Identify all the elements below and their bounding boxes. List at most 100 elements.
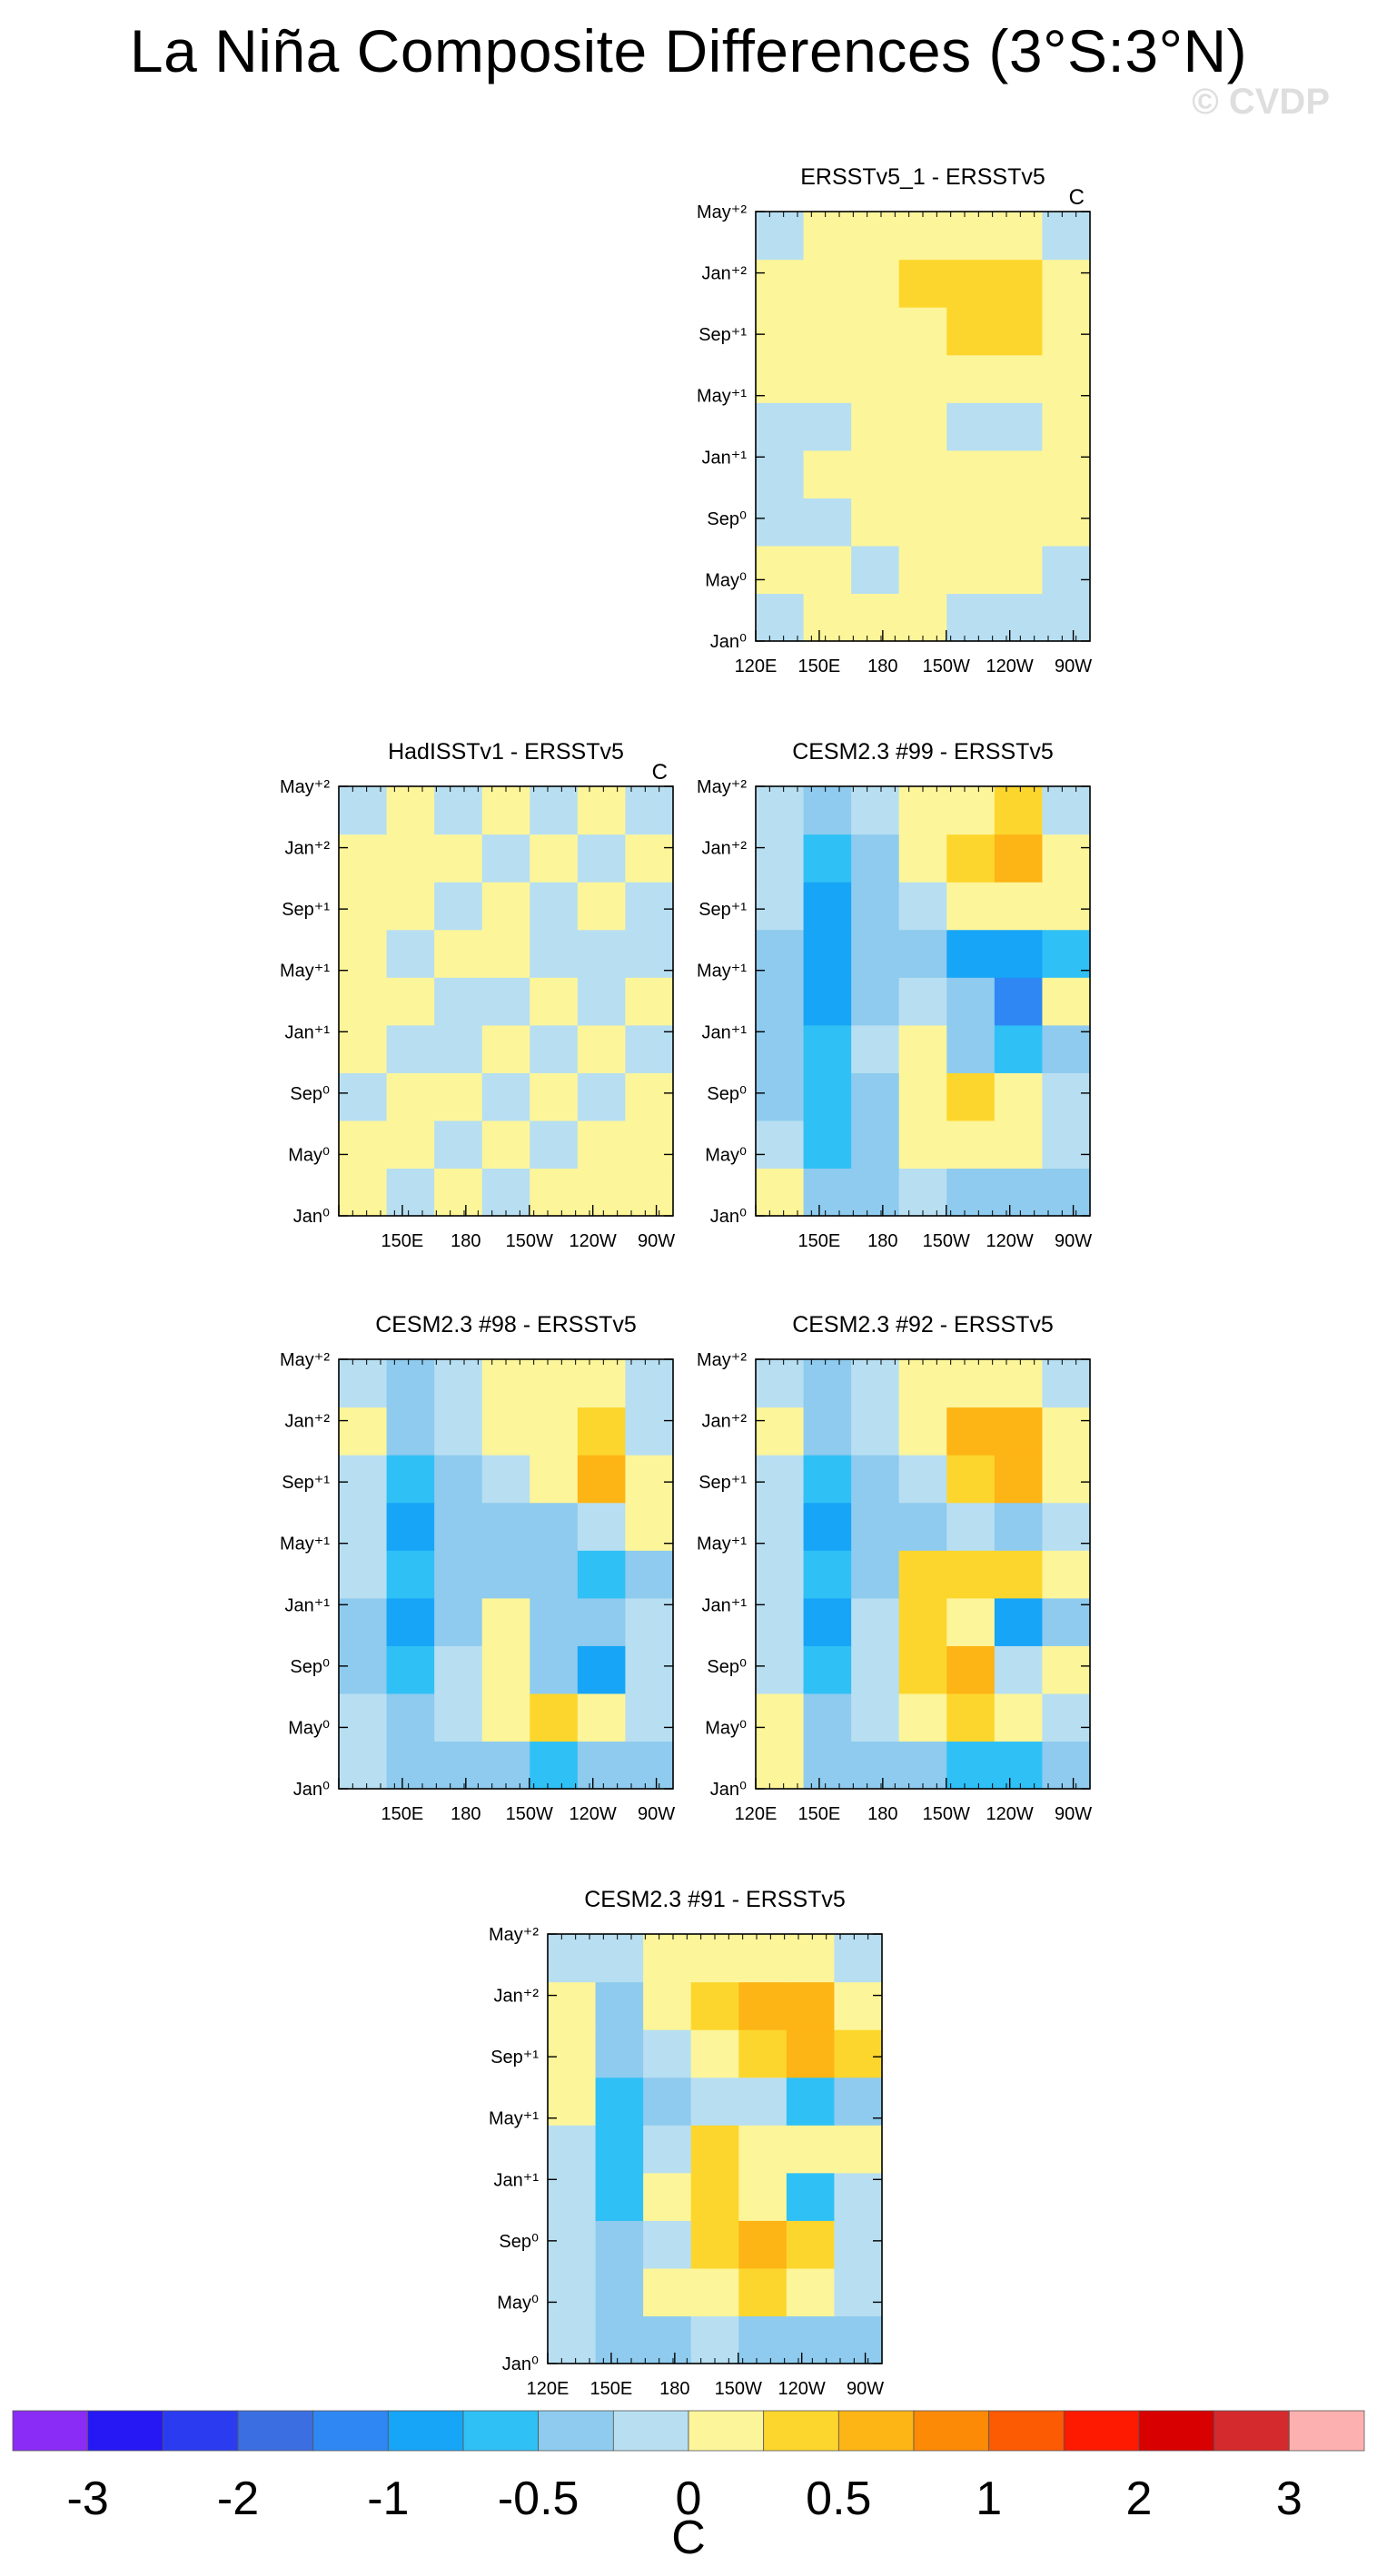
heatmap-cell (1042, 977, 1091, 1026)
heatmap-cell (530, 1502, 579, 1551)
heatmap-cell (851, 1120, 900, 1170)
x-tick-label: 150W (506, 1804, 553, 1824)
heatmap-cell (548, 2315, 597, 2364)
y-tick-label: May⁺² (280, 1350, 330, 1370)
y-tick-label: May⁺¹ (697, 387, 747, 407)
heatmap-cell (994, 307, 1044, 356)
heatmap-cell (690, 2220, 739, 2269)
heatmap-cell (898, 1502, 947, 1551)
heatmap-cell (339, 1550, 388, 1599)
heatmap-cell (577, 1120, 627, 1170)
heatmap-cell (851, 212, 900, 261)
y-tick-label: Sep⁰ (707, 1657, 747, 1677)
heatmap-cell (643, 2125, 692, 2174)
heatmap-cell (946, 307, 996, 356)
heatmap-cell (851, 354, 900, 403)
heatmap-cell (803, 1024, 852, 1073)
heatmap-cell (595, 1934, 644, 1983)
heatmap-cell (548, 2125, 597, 2174)
y-tick-label: Jan⁺¹ (702, 1595, 748, 1615)
heatmap-cell (434, 1406, 483, 1456)
heatmap-cell (803, 1693, 852, 1742)
x-tick-label: 150E (798, 1804, 841, 1824)
heatmap-cell (339, 1406, 388, 1456)
heatmap-cell (786, 1981, 836, 2030)
heatmap-cell (1042, 1072, 1091, 1121)
panel-title: CESM2.3 #99 - ERSSTv5 (792, 739, 1054, 765)
colorbar-swatch (538, 2410, 614, 2452)
heatmap-cell (625, 977, 674, 1026)
heatmap-cell (738, 2125, 788, 2174)
heatmap-cell (643, 2267, 692, 2317)
heatmap-cell (481, 1359, 530, 1408)
heatmap-cell (834, 2172, 883, 2221)
heatmap-cell (756, 402, 805, 451)
heatmap-cell (595, 2029, 644, 2078)
heatmap-cell (756, 834, 805, 883)
heatmap-cell (946, 498, 996, 547)
y-tick-label: Sep⁺¹ (282, 1473, 330, 1493)
x-tick-label: 90W (847, 2379, 884, 2399)
colorbar-swatch (1063, 2410, 1140, 2452)
heatmap-cell (386, 1645, 435, 1694)
heatmap-cell (803, 449, 852, 498)
heatmap-cell (803, 1502, 852, 1551)
heatmap-cell (548, 1981, 597, 2030)
heatmap-cell (786, 2220, 836, 2269)
heatmap-cell (481, 1406, 530, 1456)
heatmap-cell (756, 1406, 805, 1456)
heatmap-cell (738, 2267, 788, 2317)
heatmap-cell (803, 1455, 852, 1504)
heatmap-cell (756, 259, 805, 308)
panel-title: CESM2.3 #91 - ERSSTv5 (584, 1887, 846, 1912)
heatmap-cell (530, 1072, 579, 1121)
heatmap-cell (946, 593, 996, 642)
heatmap-cell (994, 402, 1044, 451)
y-tick-label: Sep⁰ (707, 1084, 747, 1104)
heatmap-cell (577, 929, 627, 978)
x-tick-label: 120W (986, 1804, 1034, 1824)
colorbar-label: 0.5 (806, 2472, 871, 2525)
heatmap-cell (434, 1645, 483, 1694)
heatmap-cell (434, 1359, 483, 1408)
x-tick-label: 180 (867, 1804, 897, 1824)
watermark: © CVDP (1192, 82, 1330, 122)
heatmap-cell (946, 1645, 996, 1694)
heatmap-cell (625, 1502, 674, 1551)
heatmap-cell (434, 1455, 483, 1504)
heatmap-cell (386, 1120, 435, 1170)
heatmap-cell (946, 1120, 996, 1170)
heatmap-cell (577, 1024, 627, 1073)
heatmap-cell (851, 1359, 900, 1408)
heatmap-cell (577, 1502, 627, 1551)
heatmap-cell (738, 2077, 788, 2126)
heatmap-cell (595, 2315, 644, 2364)
heatmap-cell (530, 1455, 579, 1504)
heatmap-cell (994, 1168, 1044, 1217)
heatmap-cell (625, 1072, 674, 1121)
y-tick-label: May⁺¹ (489, 2109, 539, 2129)
heatmap-cell (756, 882, 805, 931)
colorbar-swatch (162, 2410, 239, 2452)
y-tick-label: Jan⁺² (285, 1412, 331, 1432)
heatmap-cell (1042, 1550, 1091, 1599)
heatmap-cell (851, 545, 900, 595)
heatmap-cell (530, 1741, 579, 1790)
heatmap-cell (898, 1120, 947, 1170)
panel-2: HadISSTv1 - ERSSTv5 C Jan⁰ May⁰ Sep⁰ Jan⁺¹ May… (280, 739, 675, 1251)
heatmap-cell (756, 1597, 805, 1646)
heatmap-cell (1042, 1741, 1091, 1790)
heatmap-cell (577, 834, 627, 883)
heatmap-cell (898, 929, 947, 978)
heatmap-cell (386, 1406, 435, 1456)
heatmap-cell (625, 1359, 674, 1408)
heatmap-cell (946, 1693, 996, 1742)
heatmap-cell (339, 1741, 388, 1790)
heatmap-cell (946, 212, 996, 261)
y-tick-label: Jan⁺¹ (702, 448, 748, 468)
heatmap-cell (994, 882, 1044, 931)
heatmap-cell (756, 1455, 805, 1504)
colorbar-label: -1 (367, 2472, 409, 2525)
heatmap-cell (834, 2125, 883, 2174)
y-tick-label: Sep⁰ (290, 1084, 330, 1104)
